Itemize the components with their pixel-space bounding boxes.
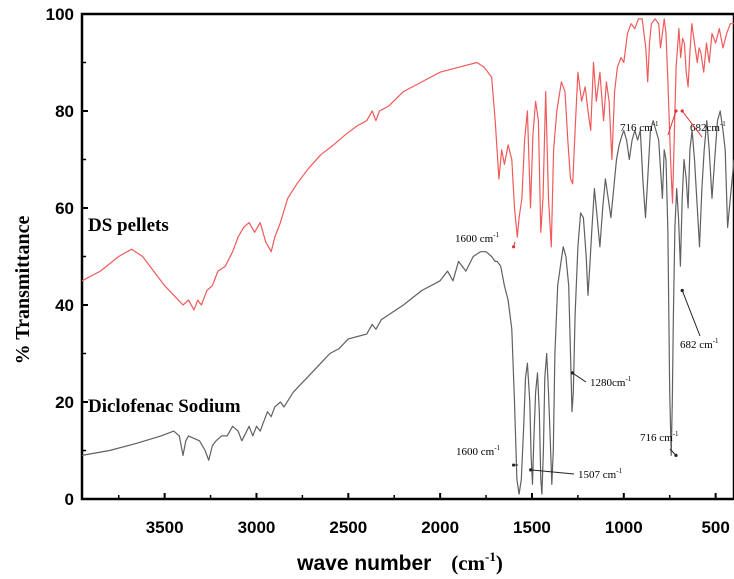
annotation-arrowhead	[512, 245, 516, 249]
annotation-arrow	[681, 110, 703, 138]
annotation-arrowhead	[570, 371, 574, 375]
annotation-label: 1600 cm-1	[456, 444, 501, 458]
annotation-arrow	[681, 290, 701, 337]
x-axis-title-unit: (cm	[451, 551, 485, 575]
annotation-label: 716 cm-1	[640, 430, 679, 444]
annotation-label: 682cm-1	[690, 120, 726, 134]
series-line-ds-pellets	[81, 18, 734, 311]
series-label-ds-pellets: DS pellets	[88, 215, 169, 236]
series-line-diclofenac-sodium	[81, 110, 734, 495]
y-tick-label: 0	[65, 490, 74, 509]
annotation-arrowhead	[512, 463, 516, 467]
plot-frame	[80, 12, 734, 501]
annotation-arrow	[667, 110, 677, 136]
annotation-arrowhead	[674, 453, 678, 457]
annotation-label: 1507 cm-1	[578, 467, 623, 481]
annotation-arrow	[572, 372, 587, 383]
x-tick-label: 2500	[329, 518, 367, 537]
plot-axes: 0 20 40 60 80 100 3500 3000 2500 2000 1500 1000 500	[46, 5, 734, 537]
annotation-label: 682 cm-1	[680, 337, 719, 351]
annotation-arrowhead	[529, 468, 533, 472]
y-tick-label: 40	[55, 296, 74, 315]
x-tick-label: 3000	[238, 518, 276, 537]
series-layer	[81, 18, 734, 495]
annotation-layer: 716 cm-1 682cm-1 1600 cm-1 1280cm-1 682 cm-1…	[455, 109, 726, 481]
x-tick-label: 3500	[146, 518, 184, 537]
series-label-diclofenac-sodium: Diclofenac Sodium	[88, 396, 241, 417]
annotation-label: 716 cm-1	[620, 120, 659, 134]
annotation-label: 1600 cm-1	[455, 231, 500, 245]
y-axis-title: % Transmittance	[12, 216, 34, 365]
x-axis-title-unit-close: )	[496, 551, 503, 575]
x-tick-label: 2000	[421, 518, 459, 537]
y-tick-label: 80	[55, 102, 74, 121]
y-tick-label: 60	[55, 199, 74, 218]
annotation-arrow	[530, 469, 575, 475]
y-tick-label: 100	[46, 5, 74, 24]
x-axis-title-unit-exponent: -1	[485, 549, 496, 564]
y-tick-label: 20	[55, 393, 74, 412]
x-tick-label: 500	[701, 518, 729, 537]
x-tick-label: 1000	[605, 518, 643, 537]
annotation-arrowhead	[680, 109, 684, 113]
annotation-arrowhead	[674, 109, 678, 113]
x-tick-label: 1500	[513, 518, 551, 537]
x-axis-title: wave number (cm-1)	[296, 549, 503, 575]
x-axis-title-main: wave number	[296, 552, 431, 575]
annotation-arrowhead	[680, 288, 684, 293]
annotation-label: 1280cm-1	[590, 375, 632, 389]
